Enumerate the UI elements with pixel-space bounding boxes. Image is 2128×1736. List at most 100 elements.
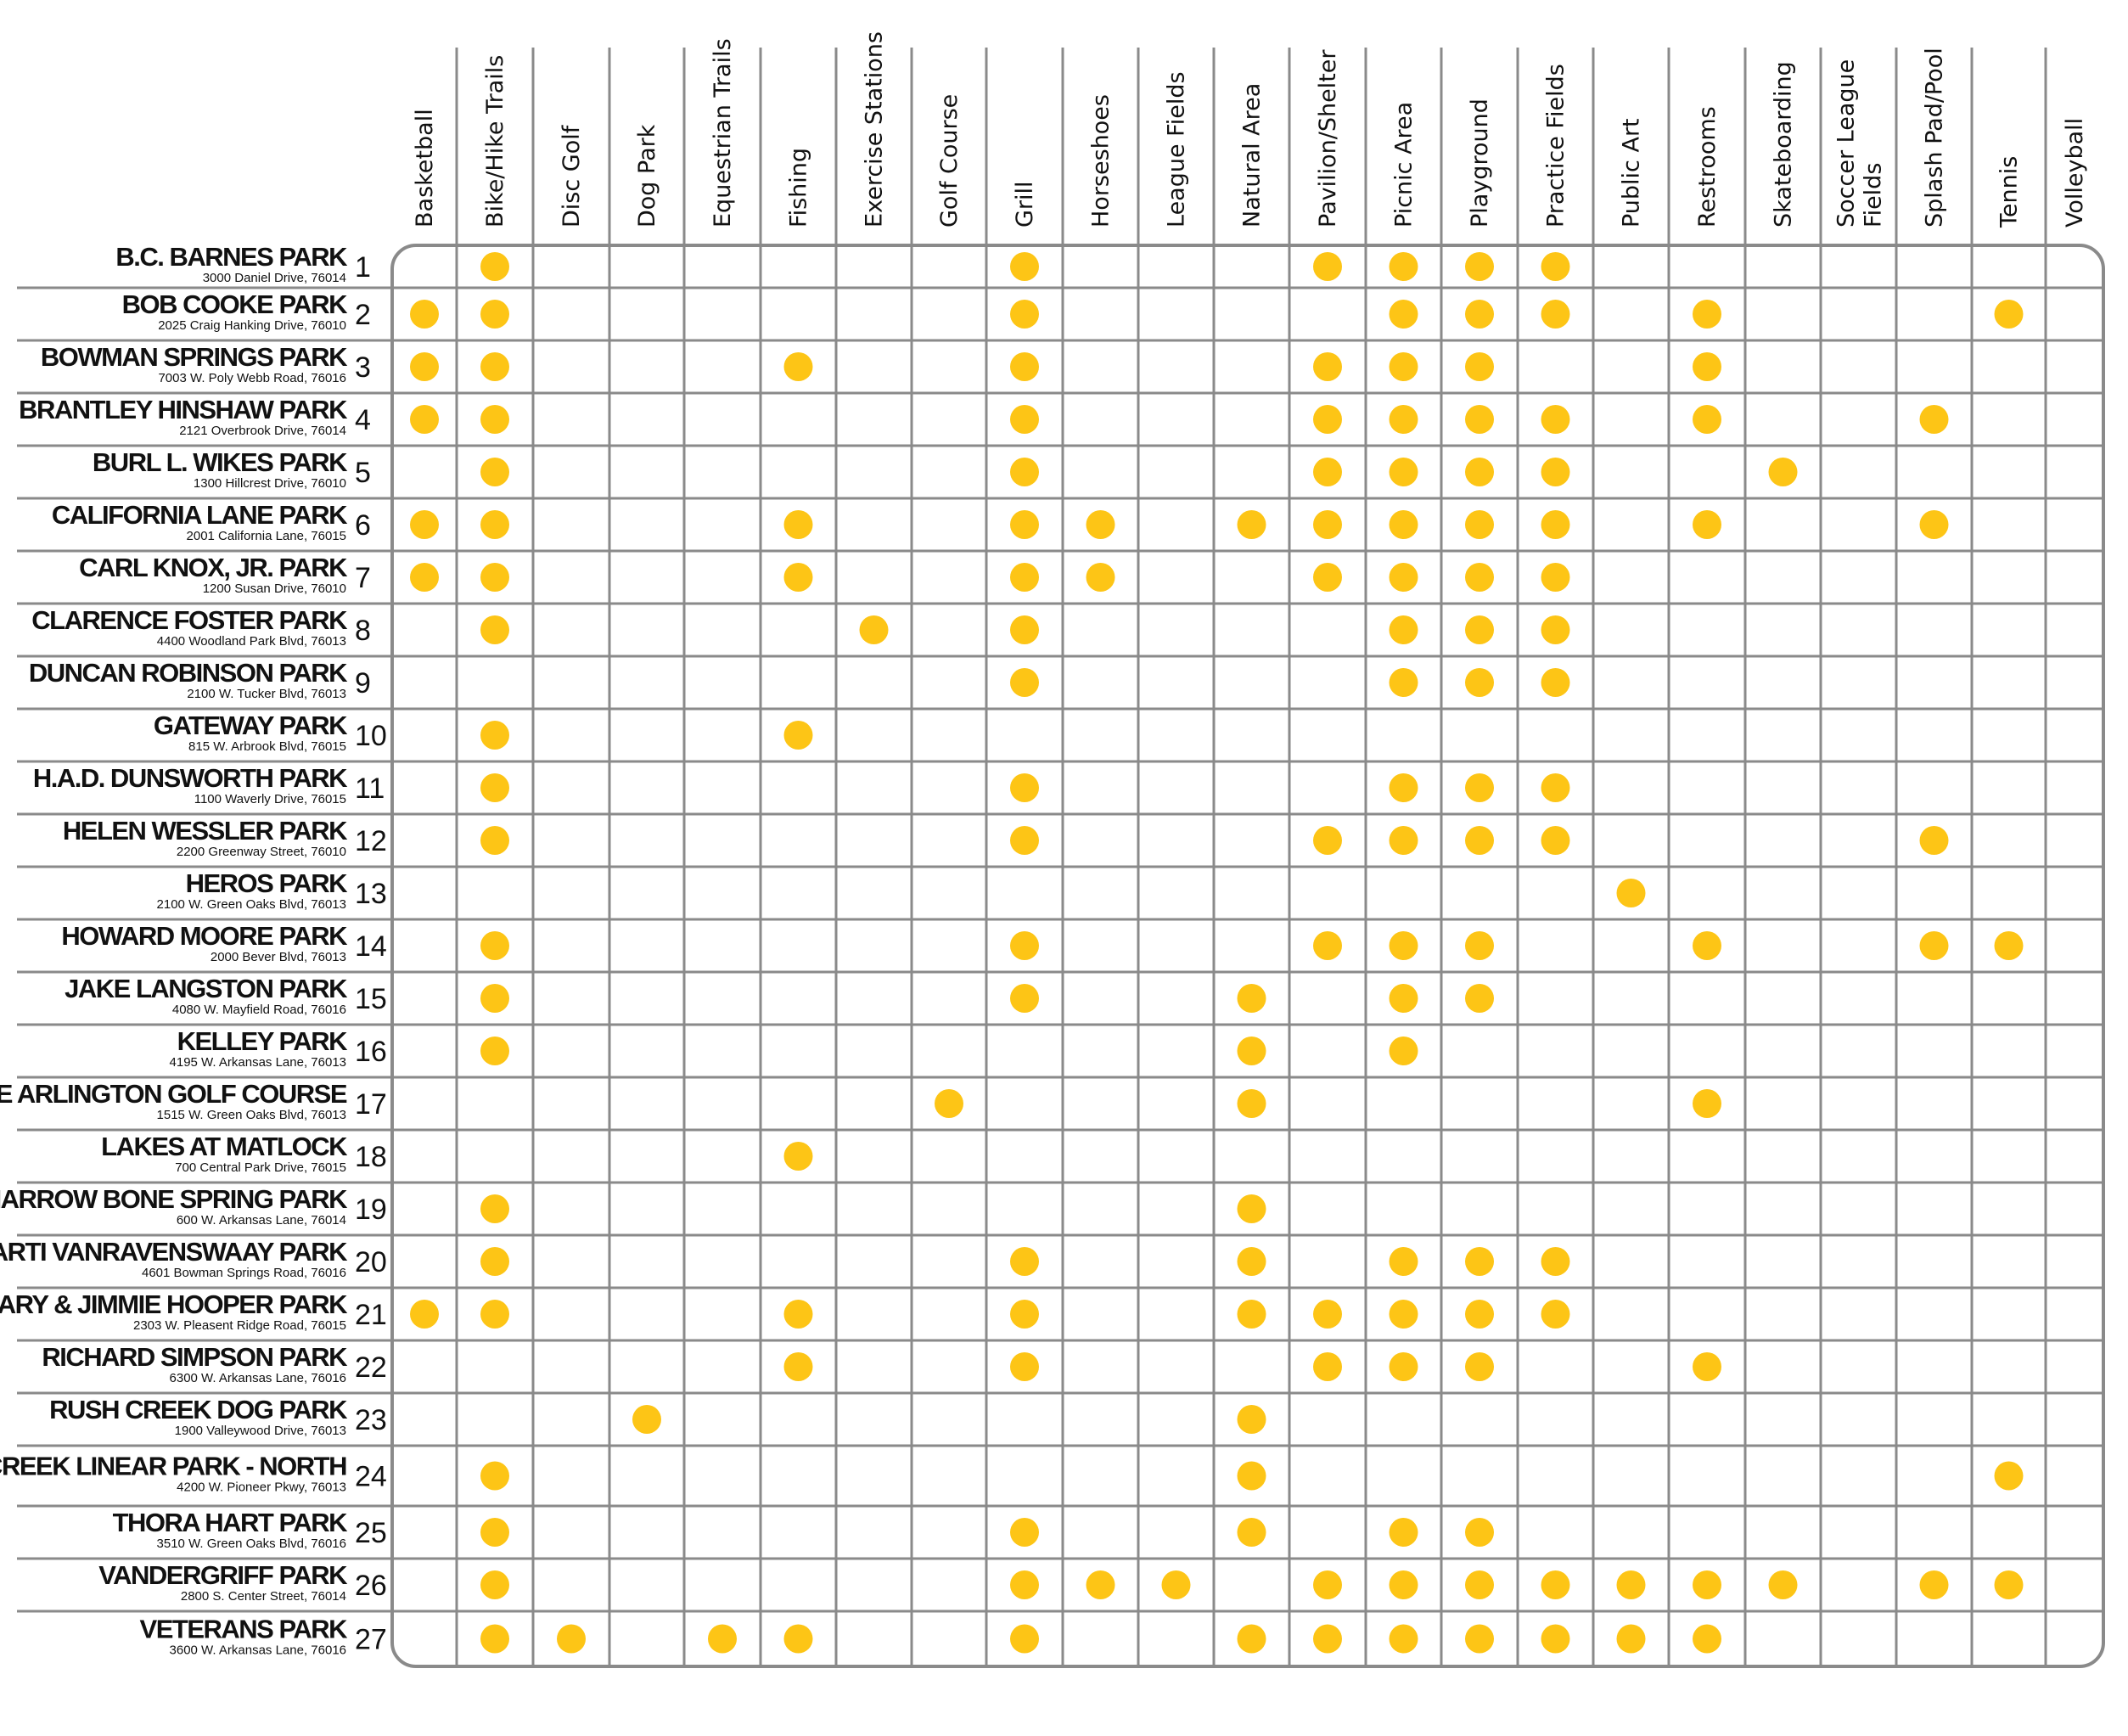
park-address: 1100 Waverly Drive, 76015 <box>194 792 346 806</box>
amenity-dot-icon <box>1465 1300 1494 1329</box>
park-number: 4 <box>355 404 371 436</box>
park-address: 1515 W. Green Oaks Blvd, 76013 <box>157 1108 346 1122</box>
amenity-dot-icon <box>708 1624 737 1654</box>
park-address: 1900 Valleywood Drive, 76013 <box>175 1424 346 1438</box>
park-number: 14 <box>355 930 387 963</box>
amenity-dot-icon <box>480 458 509 486</box>
park-number: 16 <box>355 1036 387 1068</box>
amenity-dot-icon <box>1313 1300 1342 1329</box>
amenity-dot-icon <box>935 1089 963 1118</box>
park-name: MARY & JIMMIE HOOPER PARK <box>0 1289 348 1319</box>
park-name: RUSH CREEK DOG PARK <box>49 1395 348 1424</box>
amenity-dot-icon <box>1389 1247 1418 1276</box>
amenity-dot-icon <box>632 1405 661 1434</box>
amenity-header: Grill <box>1012 181 1038 228</box>
amenity-dot-icon <box>1465 1518 1494 1547</box>
amenity-dot-icon <box>1389 252 1418 281</box>
amenity-dot-icon <box>1010 615 1039 644</box>
amenity-dot-icon <box>1389 563 1418 592</box>
park-address: 4400 Woodland Park Blvd, 76013 <box>157 634 346 649</box>
amenity-dot-icon <box>783 1352 813 1381</box>
amenity-dot-icon <box>1313 458 1342 486</box>
amenity-dot-icon <box>1086 510 1115 539</box>
park-number: 1 <box>355 251 371 284</box>
amenity-header: Basketball <box>412 109 438 228</box>
park-address: 4601 Bowman Springs Road, 76016 <box>142 1266 346 1280</box>
amenity-dot-icon <box>1010 984 1039 1013</box>
amenity-dot-icon <box>1465 1247 1494 1276</box>
amenity-dot-icon <box>1313 405 1342 434</box>
park-number: 13 <box>355 878 387 910</box>
amenity-header: Soccer League Fields <box>1833 59 1887 228</box>
amenity-label: Volleyball <box>2062 118 2088 228</box>
park-address: 2100 W. Tucker Blvd, 76013 <box>187 687 346 701</box>
amenity-dot-icon <box>1010 563 1039 592</box>
amenity-label: Splash Pad/Pool <box>1922 48 1948 228</box>
park-address: 700 Central Park Drive, 76015 <box>175 1160 346 1175</box>
park-number: 21 <box>355 1299 387 1331</box>
park-number: 15 <box>355 983 387 1015</box>
amenity-header: Splash Pad/Pool <box>1922 48 1948 228</box>
amenity-dot-icon <box>480 352 509 381</box>
amenity-dot-icon <box>1010 1570 1039 1599</box>
amenity-label: League Fields <box>1164 71 1190 228</box>
park-number: 17 <box>355 1088 387 1121</box>
park-name: GATEWAY PARK <box>154 711 348 740</box>
park-name: MARROW BONE SPRING PARK <box>0 1184 348 1214</box>
amenity-dot-icon <box>1237 984 1266 1013</box>
amenity-dot-icon <box>1616 1624 1646 1654</box>
amenity-dot-icon <box>1919 826 1949 855</box>
park-address: 4195 W. Arkansas Lane, 76013 <box>170 1055 346 1070</box>
amenity-label: Practice Fields <box>1543 64 1569 228</box>
amenity-dot-icon <box>1010 1352 1039 1381</box>
amenity-dot-icon <box>1465 1570 1494 1599</box>
amenity-dot-icon <box>1994 931 2024 960</box>
amenity-dot-icon <box>1389 668 1418 697</box>
amenity-dot-icon <box>1389 1300 1418 1329</box>
amenity-dot-icon <box>1389 458 1418 486</box>
amenity-dot-icon <box>1313 826 1342 855</box>
amenity-header: Equestrian Trails <box>710 38 736 228</box>
amenity-dot-icon <box>1919 931 1949 960</box>
amenity-dot-icon <box>1010 252 1039 281</box>
amenity-dot-icon <box>1465 458 1494 486</box>
park-number: 2 <box>355 299 371 331</box>
amenity-dot-icon <box>1919 405 1949 434</box>
amenity-dot-icon <box>1768 1570 1798 1599</box>
park-address: 2025 Craig Hanking Drive, 76010 <box>158 318 346 333</box>
amenity-label: Fishing <box>786 148 812 228</box>
amenity-dot-icon <box>480 252 509 281</box>
amenity-dot-icon <box>783 1300 813 1329</box>
park-number: 11 <box>355 772 385 805</box>
park-number: 26 <box>355 1570 387 1602</box>
amenity-dot-icon <box>1693 1352 1721 1381</box>
park-name: VANDERGRIFF PARK <box>98 1560 348 1590</box>
amenity-dot-icon <box>480 1518 509 1547</box>
amenity-dot-icon <box>1313 510 1342 539</box>
amenity-header: Golf Course <box>936 94 963 228</box>
amenity-dot-icon <box>1010 931 1039 960</box>
amenity-label: Exercise Stations <box>862 31 888 228</box>
amenity-dot-icon <box>480 563 509 592</box>
park-address: 3000 Daniel Drive, 76014 <box>203 271 346 285</box>
amenity-header: League Fields <box>1164 71 1190 228</box>
amenity-dot-icon <box>1389 984 1418 1013</box>
amenity-label: Playground <box>1467 98 1493 228</box>
amenity-dot-icon <box>480 931 509 960</box>
amenity-dot-icon <box>1465 352 1494 381</box>
amenity-dot-icon <box>1541 1624 1570 1654</box>
amenity-dot-icon <box>1616 879 1646 907</box>
